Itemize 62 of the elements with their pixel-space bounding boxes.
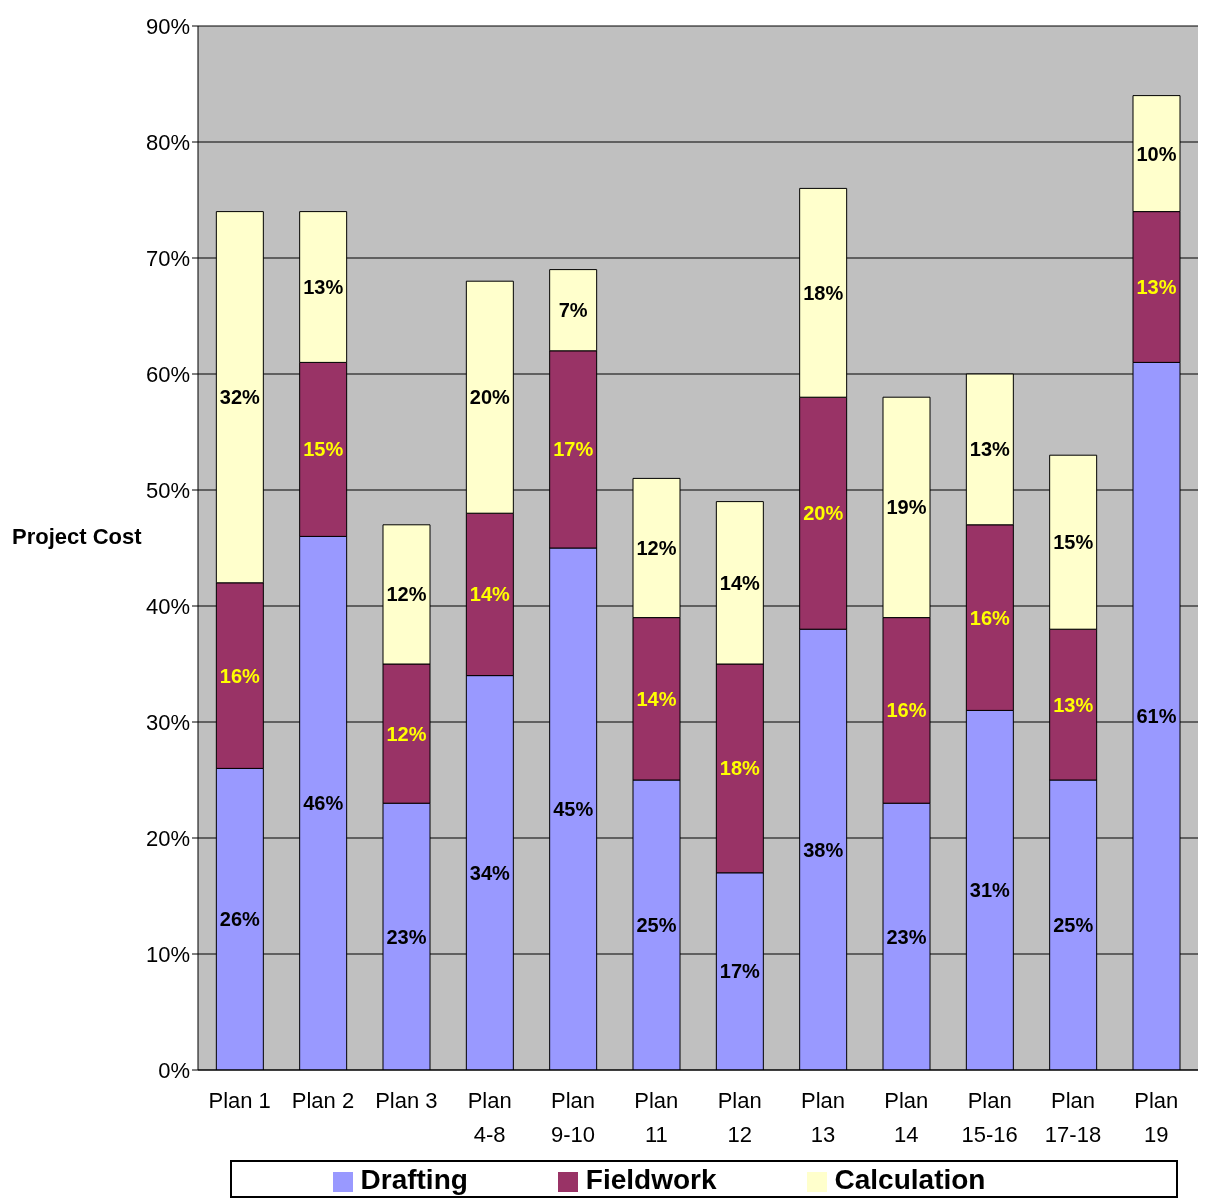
y-tick-label: 0%	[158, 1057, 190, 1083]
legend-label: Drafting	[360, 1164, 468, 1195]
data-label: 61%	[1136, 705, 1177, 728]
data-label: 14%	[469, 583, 511, 606]
data-label: 17%	[719, 960, 761, 983]
data-label: 23%	[886, 925, 927, 948]
x-tick-label: Plan 15-16	[961, 1088, 1018, 1147]
data-label: 16%	[969, 606, 1011, 629]
data-label: 20%	[469, 386, 511, 409]
data-label: 17%	[553, 438, 594, 461]
x-tick-label: Plan 19	[1134, 1088, 1179, 1147]
data-label: 7%	[558, 299, 588, 322]
data-label: 20%	[803, 502, 844, 525]
data-label: 25%	[636, 914, 677, 936]
data-label: 12%	[386, 722, 427, 745]
x-tick-label: Plan 13	[800, 1088, 846, 1147]
legend-label: Calculation	[834, 1164, 986, 1195]
data-label: 14%	[636, 687, 677, 710]
y-tick-label: 10%	[145, 941, 190, 967]
data-label: 19%	[886, 496, 927, 519]
data-label: 16%	[886, 699, 927, 722]
x-tick-label: Plan 17-18	[1044, 1088, 1102, 1147]
x-tick-label: Plan 4-8	[467, 1088, 512, 1147]
y-axis-title: Project Cost	[12, 524, 142, 550]
data-label: 13%	[1053, 693, 1094, 716]
data-label: 18%	[719, 757, 761, 780]
data-label: 13%	[969, 438, 1011, 461]
data-label: 34%	[469, 861, 511, 884]
data-label: 15%	[303, 438, 344, 461]
y-tick-label: 20%	[145, 825, 190, 851]
data-label: 15%	[1053, 531, 1094, 554]
x-tick-label: Plan 12	[717, 1088, 762, 1147]
data-label: 31%	[969, 879, 1011, 902]
data-label: 16%	[219, 664, 261, 687]
y-tick-label: 50%	[145, 477, 190, 503]
data-label: 18%	[803, 281, 844, 304]
data-label: 45%	[553, 798, 594, 820]
data-label: 12%	[386, 583, 427, 606]
y-tick-label: 90%	[145, 13, 190, 39]
y-tick-label: 70%	[145, 245, 190, 271]
x-tick-label: Plan 2	[291, 1088, 355, 1113]
data-label: 26%	[219, 908, 261, 931]
y-tick-label: 40%	[145, 593, 190, 619]
data-label: 13%	[1136, 276, 1177, 298]
x-tick-label: Plan 11	[634, 1088, 679, 1147]
data-label: 14%	[719, 571, 761, 594]
data-label: 23%	[386, 925, 427, 948]
x-tick-label: Plan 14	[884, 1088, 929, 1147]
y-tick-label: 80%	[145, 129, 190, 155]
y-tick-label: 30%	[145, 709, 190, 735]
data-label: 46%	[303, 792, 344, 815]
data-label: 12%	[636, 537, 677, 559]
x-tick-label: Plan 1	[208, 1088, 271, 1113]
data-label: 38%	[803, 838, 844, 861]
data-label: 32%	[219, 386, 261, 409]
legend-label: Fieldwork	[585, 1164, 717, 1195]
x-tick-label: Plan 3	[375, 1088, 438, 1113]
data-label: 10%	[1136, 142, 1177, 165]
y-tick-label: 60%	[145, 361, 190, 387]
data-label: 25%	[1053, 914, 1094, 936]
x-tick-label: Plan 9-10	[550, 1088, 596, 1147]
data-label: 13%	[303, 276, 344, 298]
